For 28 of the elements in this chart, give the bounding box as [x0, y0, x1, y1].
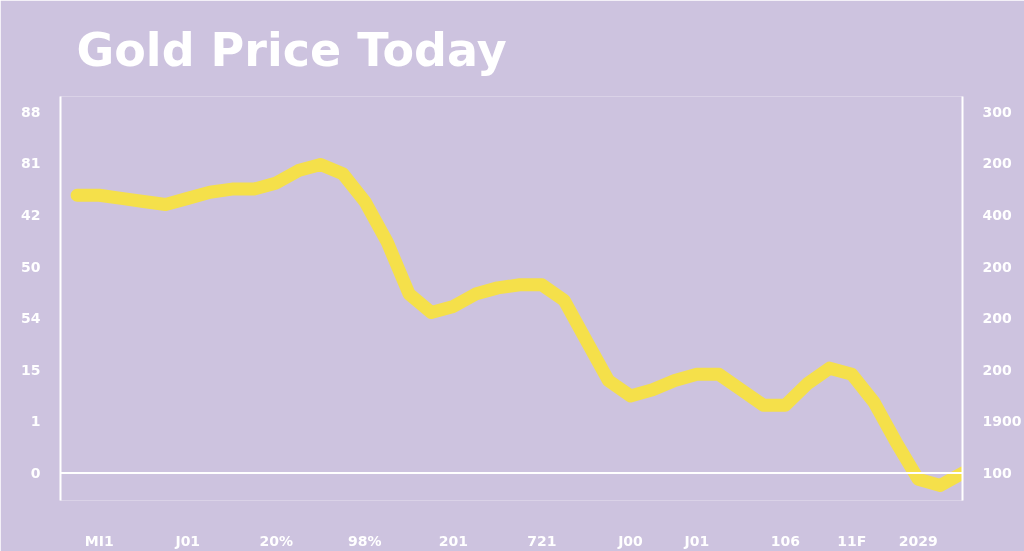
x-tick-label: J01 [683, 532, 710, 549]
text: 0 [30, 465, 41, 482]
x-tick-label: 98% [348, 532, 382, 549]
x-tick-label: 106 [770, 532, 801, 549]
text: 400 [982, 206, 1012, 223]
text: 42 [21, 206, 41, 223]
text: 81 [21, 155, 41, 172]
chart-title: Gold Price Today [76, 22, 507, 77]
x-tick-label: 201 [438, 532, 469, 549]
x-tick-label: MI1 [84, 532, 114, 549]
text: 100 [982, 465, 1012, 482]
text: 1900 [982, 413, 1022, 430]
text: 1 [30, 413, 41, 430]
text: 200 [982, 258, 1012, 275]
text: 15 [21, 361, 41, 378]
text: 88 [21, 103, 41, 120]
x-tick-label: J01 [174, 532, 201, 549]
text: 50 [21, 258, 41, 275]
x-tick-label: 11F [837, 532, 867, 549]
x-tick-label: 721 [527, 532, 557, 549]
x-tick-label: 2029 [898, 532, 938, 549]
text: 54 [21, 310, 41, 327]
text: 200 [982, 310, 1012, 327]
text: 300 [982, 103, 1012, 120]
x-tick-label: 20% [259, 532, 294, 549]
x-tick-label: J00 [617, 532, 644, 549]
text: 200 [982, 361, 1012, 378]
text: 200 [982, 155, 1012, 172]
